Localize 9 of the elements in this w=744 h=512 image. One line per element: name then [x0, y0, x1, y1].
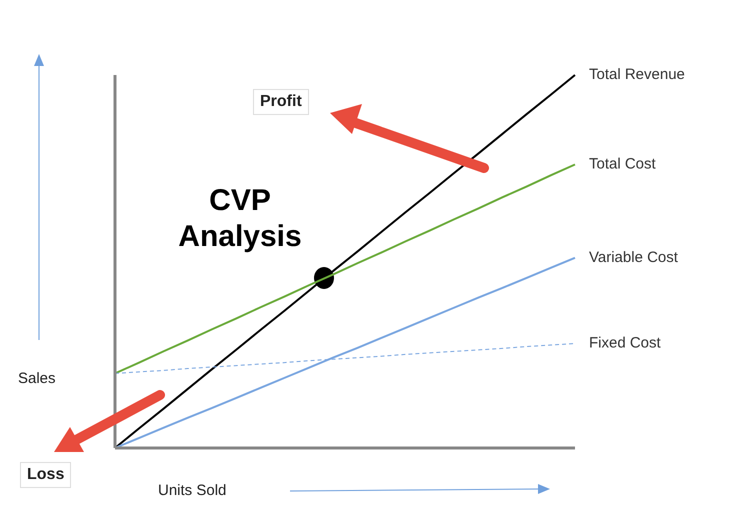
series-label: Variable Cost [589, 248, 679, 266]
annotation: Profit [253, 89, 309, 115]
text: Loss [20, 462, 72, 488]
series-label: Total Revenue [589, 66, 685, 83]
series-label: Fixed Cost [589, 334, 662, 352]
series-label: Total Cost [589, 156, 657, 173]
x-axis-title: Units Sold [158, 482, 226, 499]
text: CVP Analysis [177, 183, 303, 255]
y-axis-title: Sales [18, 370, 56, 387]
